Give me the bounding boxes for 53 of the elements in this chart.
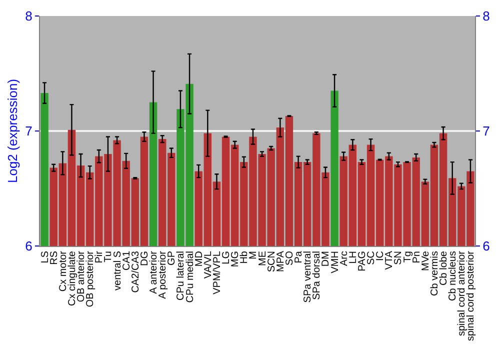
x-tick-label: MD [194,251,205,267]
x-tick-label: SC [366,251,378,265]
x-tick-label: CA2/CA3 [130,250,142,293]
x-tick-label: ventral S [112,250,124,290]
x-tick-label: SN [393,251,404,265]
x-tick-label: PAG [356,250,368,272]
y-tick-label: 7 [25,124,32,139]
x-tick-label: Pn [411,251,422,264]
x-tick-label: spinal cord posterior [466,250,477,342]
x-tick-label: MVe [420,250,432,272]
x-tick-label: SPa dorsal [312,251,323,300]
x-tick-label: DM [320,251,332,267]
x-tick-label: Cx cingulate [66,250,78,306]
x-tick-label: LS [40,250,51,264]
y-tick-label: 6 [25,238,32,254]
x-tick-label: MPA [275,250,286,272]
x-tick-label: OB anterior [76,250,88,302]
x-tick-label: VMH [330,251,341,274]
x-tick-label: VA/VL [202,250,214,279]
x-tick-label: Hb [239,250,250,264]
x-tick-label: Tu [103,251,114,262]
x-tick-label: DG [139,250,150,266]
x-tick-label: GP [166,250,178,266]
x-tick-label: Cb nucleus [448,251,459,302]
x-tick-label: VPM/VPL [212,250,223,294]
x-tick-label: SCN [266,251,278,272]
y-axis-title: Log2 (expression) [5,78,20,184]
y2-tick-label: 7 [482,124,490,139]
x-tick-label: Cb vermis [429,251,440,296]
y-tick-label: 8 [25,8,32,24]
y2-tick-label: 8 [482,8,490,24]
x-tick-label: A anterior [148,250,160,294]
x-tick-label: ME [257,250,268,266]
y2-tick-label: 6 [482,238,490,254]
x-tick-label: CPu medial [184,251,196,303]
x-tick-label: IC [375,251,386,261]
x-tick-label: spinal cord anterior [456,250,468,336]
x-tick-label: SO [284,250,296,266]
x-tick-label: LH [348,251,359,264]
x-tick-label: LG [221,250,232,264]
x-tick-label: CPu lateral [176,251,187,300]
x-tick-label: OB posterior [85,250,96,308]
x-tick-label: Tg [402,251,414,263]
x-tick-label: Pir [94,250,106,264]
x-tick-label: Cx motor [58,250,69,292]
x-tick-label: RS [48,250,60,265]
x-tick-label: M [248,251,260,260]
x-tick-label: CA1 [121,250,132,270]
x-tick-label: Cb lobe [438,250,450,286]
x-tick-label: VTA [384,250,396,270]
x-tick-label: Pa [294,250,305,264]
x-tick-label: A posterior [158,250,169,299]
x-tick-label: Arc [338,251,350,266]
